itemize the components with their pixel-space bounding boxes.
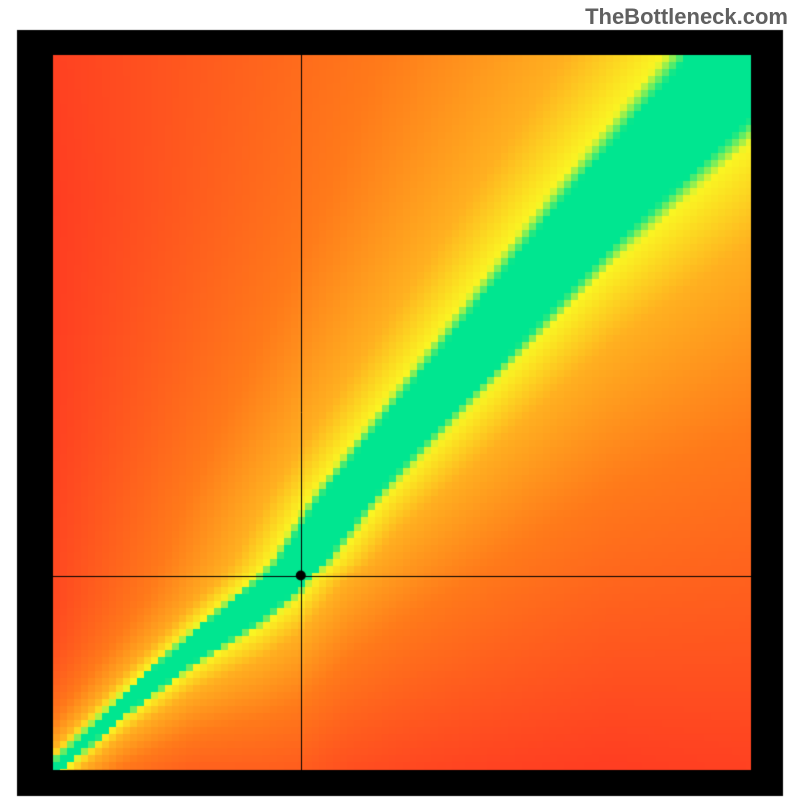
bottleneck-heatmap-canvas <box>0 0 800 800</box>
chart-wrapper: TheBottleneck.com <box>0 0 800 800</box>
watermark-text: TheBottleneck.com <box>585 4 788 30</box>
